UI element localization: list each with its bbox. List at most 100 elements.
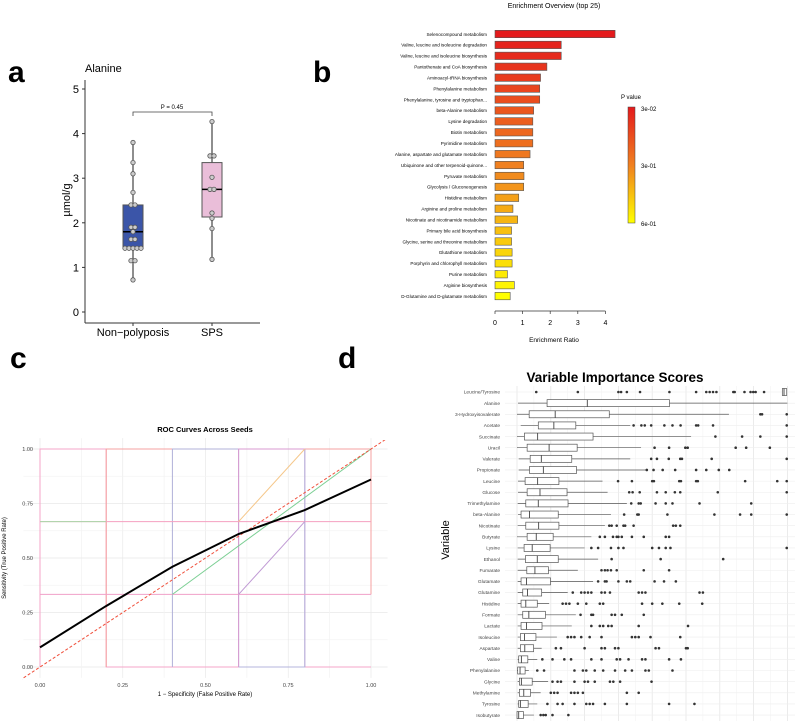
panel-label-c: c [10,342,27,375]
outlier-point [643,424,647,427]
outlier-point [659,557,662,561]
x-tick-label: 0.00 [35,683,46,689]
outlier-point [751,390,755,394]
panel-b-enrichment-bars: Enrichment Overview (top 25) Selenocompou… [395,3,657,344]
outlier-point [704,390,708,394]
bar-label: Glycine, serine and threonine metabolism [402,239,487,244]
outlier-point [600,591,603,594]
bar-label: Valine, leucine and isoleucine biosynthe… [400,54,487,59]
panel-label-d: d [338,342,356,375]
outlier-point [559,680,563,683]
outlier-point [667,446,671,450]
data-point [132,258,138,264]
row-label: Propionate [477,468,501,474]
x-tick-label: 4 [603,320,607,327]
outlier-point [603,702,607,706]
bar-label: Selenocompound metabolism [426,32,487,37]
outlier-point [637,502,640,505]
box [525,499,569,508]
box [526,532,554,541]
x-tick-label: 1.00 [366,683,377,689]
outlier-point [673,490,677,494]
row-label: Butyrate [482,535,500,541]
outlier-point [666,513,669,516]
outlier-point [680,457,684,461]
outlier-point [630,669,634,672]
outlier-point [629,502,633,505]
bar [494,259,513,268]
row-label: Lactate [484,624,500,630]
outlier-point [601,669,605,672]
outlier-point [630,479,634,483]
outlier-point [711,424,715,427]
outlier-point [701,591,705,594]
outlier-point [637,591,640,594]
outlier-point [567,713,570,717]
bar [494,29,616,38]
outlier-point [534,390,538,394]
outlier-point [630,635,634,639]
y-tick-label: 5 [73,84,79,96]
outlier-point [556,691,559,695]
row-label: Alanine [484,401,500,407]
bar [494,204,514,213]
box [520,510,559,519]
y-tick-label: 2 [73,218,79,230]
outlier-point [668,390,671,394]
outlier-point [664,490,668,494]
bar-label: Glycolysis / Gluconeogenesis [427,185,488,190]
outlier-point [556,680,559,683]
bar [494,270,508,279]
bar-label: Aminoacyl-tRNA biosynthesis [427,75,488,80]
outlier-point [734,446,737,450]
outlier-point [694,424,698,427]
outlier-point [717,468,721,472]
bar-label: Pyrimidine metabolism [441,141,487,146]
row-label: beta-Alanine [473,512,500,518]
box [528,410,610,419]
colorbar-label: 3e-02 [641,107,657,113]
data-point [130,189,136,196]
colorbar-label: 3e-01 [641,164,657,170]
data-point [209,118,215,125]
outlier-point [650,602,654,605]
row-label: Succinate [479,434,500,440]
outlier-point [613,646,617,650]
outlier-point [568,602,571,605]
outlier-point [762,390,766,394]
outlier-point [754,390,757,394]
outlier-point [535,669,539,672]
outlier-point [664,502,668,505]
outlier-point [619,390,623,394]
outlier-point [615,658,619,661]
bar [494,84,541,93]
outlier-point [667,658,671,661]
chart-title: Alanine [85,63,122,75]
outlier-point [625,390,629,394]
box [526,443,578,452]
x-axis-label: Enrichment Ratio [529,337,579,344]
outlier-point [652,468,655,472]
outlier-point [539,713,542,717]
bar-label: Primary bile acid biosynthesis [426,228,487,233]
outlier-point [576,691,580,695]
outlier-point [615,524,619,527]
outlier-point [551,680,554,683]
outlier-point [654,502,657,505]
chart-title: ROC Curves Across Seeds [157,425,253,434]
bar [494,161,525,170]
row-label: Trimethylamine [467,501,500,507]
x-tick-label: 3 [576,320,580,327]
row-label: Leucine [483,479,500,485]
bar [494,106,534,115]
outlier-point [785,513,789,516]
outlier-point [610,624,613,628]
row-label: Tyrosine [482,702,500,708]
x-axis-label: 1 − Specificity (False Positive Rate) [158,692,253,698]
outlier-point [596,580,600,583]
outlier-point [684,446,687,450]
data-point [209,215,215,221]
row-label: Ethanol [484,557,500,563]
outlier-point [610,557,613,561]
